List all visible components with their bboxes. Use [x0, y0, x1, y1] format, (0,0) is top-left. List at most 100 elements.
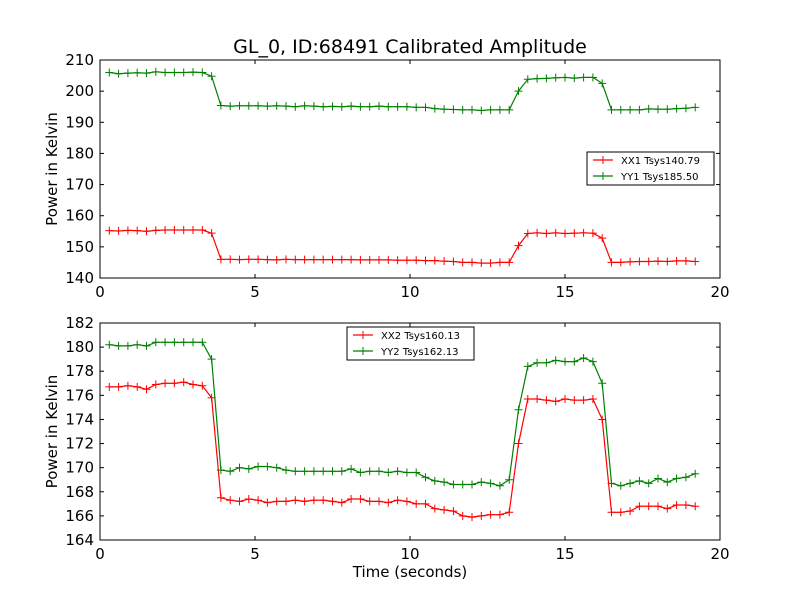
data-point: [235, 101, 244, 110]
data-point: [291, 496, 300, 505]
data-point: [681, 256, 690, 265]
data-point: [616, 105, 625, 114]
data-point: [626, 479, 635, 488]
data-point: [235, 463, 244, 472]
data-point: [458, 258, 467, 267]
data-point: [309, 496, 318, 505]
data-point: [328, 255, 337, 264]
data-point: [421, 256, 430, 265]
y-tick-label: 170: [65, 176, 94, 194]
data-point: [616, 258, 625, 267]
data-point: [523, 75, 532, 84]
data-point: [347, 255, 356, 264]
data-point: [263, 255, 272, 264]
data-point: [486, 479, 495, 488]
data-point: [300, 497, 309, 506]
data-point: [105, 226, 114, 235]
series-line: [109, 341, 696, 487]
y-tick-label: 172: [65, 435, 94, 453]
y-tick-label: 182: [65, 314, 94, 332]
legend-box: [586, 151, 715, 186]
data-point: [105, 382, 114, 391]
series-line: [109, 229, 696, 264]
data-point: [635, 257, 644, 266]
bottom-panel: 0 5 10 15 20 164 166 168 170 172 174 176 178 180 182 Po…: [43, 314, 730, 563]
x-tick-label: 0: [95, 283, 105, 301]
data-point: [561, 229, 569, 238]
data-point: [551, 73, 560, 82]
data-point: [421, 473, 430, 482]
data-point: [542, 74, 551, 83]
top-panel: 0 5 10 15 20 140 150 160 170 180 190 200 210 Power in…: [43, 51, 730, 301]
data-point: [440, 505, 449, 514]
data-point: [142, 385, 151, 394]
data-point: [477, 259, 486, 268]
data-point: [226, 255, 235, 264]
data-point: [365, 497, 374, 506]
data-point: [644, 257, 653, 266]
data-point: [263, 102, 272, 111]
y-tick-label: 164: [65, 531, 94, 549]
data-point: [328, 102, 337, 111]
data-point: [616, 481, 625, 490]
data-point: [170, 68, 179, 77]
data-point: [151, 380, 160, 389]
data-point: [291, 102, 300, 111]
data-point: [161, 226, 170, 235]
data-point: [579, 353, 588, 362]
data-point: [598, 79, 607, 88]
data-point: [570, 74, 579, 83]
data-point: [663, 478, 672, 487]
data-point: [189, 68, 197, 77]
data-point: [533, 394, 542, 403]
data-point: [561, 73, 569, 82]
data-point: [421, 499, 430, 508]
data-point: [319, 255, 328, 264]
data-point: [161, 68, 170, 77]
legend-box: [346, 326, 475, 361]
data-point: [440, 105, 449, 114]
data-point: [598, 234, 607, 243]
data-point: [207, 229, 216, 238]
y-axis-label: Power in Kelvin: [43, 375, 61, 489]
data-point: [402, 497, 411, 506]
data-point: [542, 229, 551, 238]
x-tick-label: 15: [555, 283, 574, 301]
data-point: [216, 493, 225, 502]
data-point: [440, 257, 449, 266]
data-point: [691, 469, 700, 478]
legend-label: YY1 Tsys185.50: [620, 172, 699, 183]
legend-marker: [599, 172, 607, 180]
data-point: [663, 504, 672, 513]
data-point: [254, 255, 263, 264]
data-point: [198, 68, 207, 77]
data-point: [598, 379, 607, 388]
data-point: [635, 502, 644, 511]
data-point: [300, 101, 309, 110]
data-point: [272, 255, 281, 264]
x-tick-label: 0: [95, 545, 105, 563]
data-point: [282, 102, 290, 111]
data-point: [254, 462, 263, 471]
data-point: [319, 467, 328, 476]
series-line: [109, 71, 696, 112]
data-point: [337, 102, 346, 111]
data-point: [598, 415, 607, 424]
data-point: [412, 256, 421, 265]
data-point: [123, 381, 132, 390]
data-point: [477, 511, 486, 520]
data-point: [514, 405, 523, 414]
data-point: [449, 507, 458, 516]
data-point: [607, 105, 616, 114]
data-point: [514, 241, 523, 250]
data-point: [133, 340, 142, 349]
data-point: [430, 504, 439, 513]
data-point: [179, 68, 188, 77]
data-point: [644, 104, 653, 113]
data-point: [179, 338, 188, 347]
data-point: [542, 358, 551, 367]
data-point: [430, 476, 439, 485]
data-point: [402, 468, 411, 477]
data-point: [663, 105, 672, 114]
